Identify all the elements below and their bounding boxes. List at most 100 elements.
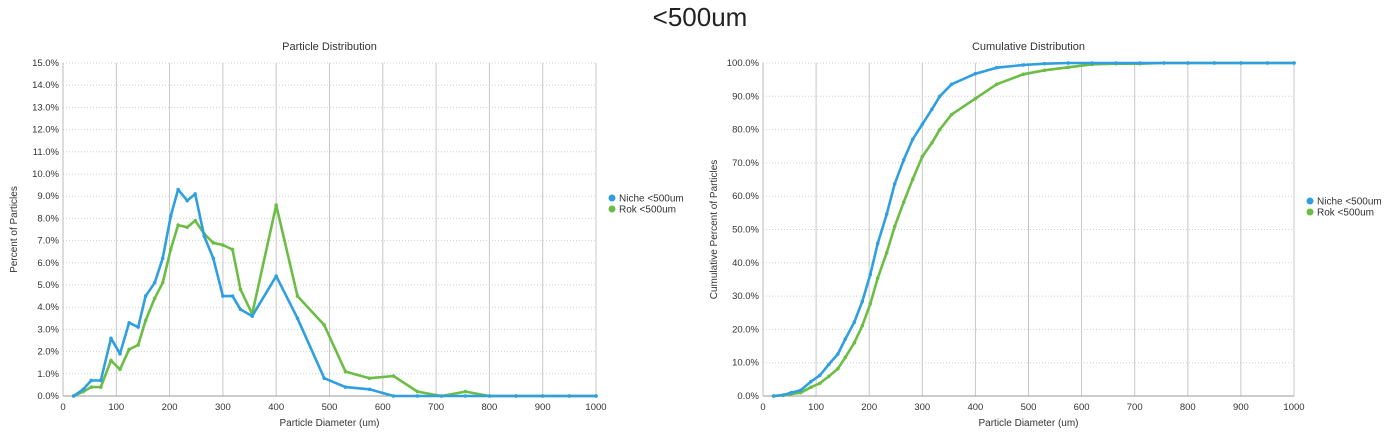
data-point-niche-500um (160, 256, 165, 261)
data-point-rok-500um (843, 355, 848, 360)
data-point-rok-500um (884, 251, 889, 255)
x-tick-label: 600 (1074, 402, 1090, 413)
data-point-rok-500um (818, 381, 822, 386)
x-tick-label: 800 (481, 402, 497, 413)
data-point-rok-500um (160, 280, 165, 285)
data-point-niche-500um (109, 336, 113, 341)
data-point-rok-500um (1066, 65, 1071, 70)
data-point-niche-500um (843, 337, 848, 341)
data-point-niche-500um (487, 394, 492, 398)
data-point-niche-500um (973, 71, 978, 76)
data-point-rok-500um (211, 241, 216, 245)
y-tick-label: 70.0% (732, 158, 759, 169)
data-point-niche-500um (143, 294, 148, 298)
data-point-niche-500um (771, 394, 776, 398)
y-tick-label: 10.0% (732, 358, 759, 369)
data-point-niche-500um (127, 320, 131, 325)
y-tick-label: 10.0% (32, 169, 59, 180)
data-point-rok-500um (109, 358, 113, 363)
data-point-rok-500um (99, 385, 103, 389)
data-point-niche-500um (868, 272, 873, 277)
data-point-rok-500um (136, 343, 140, 347)
data-point-rok-500um (322, 323, 326, 327)
data-point-niche-500um (1042, 61, 1047, 66)
data-point-rok-500um (152, 296, 157, 301)
legend-marker-niche-500um (1306, 197, 1314, 205)
data-point-niche-500um (892, 182, 897, 186)
data-point-niche-500um (930, 107, 934, 112)
data-point-niche-500um (238, 307, 243, 312)
data-point-rok-500um (238, 287, 243, 292)
data-point-niche-500um (1066, 61, 1071, 65)
data-point-niche-500um (89, 378, 94, 383)
x-tick-label: 500 (322, 402, 338, 413)
data-point-niche-500um (230, 294, 235, 298)
data-point-rok-500um (930, 141, 934, 145)
y-tick-label: 90.0% (732, 91, 759, 102)
data-point-rok-500um (920, 154, 925, 159)
data-point-rok-500um (185, 225, 189, 230)
y-tick-label: 14.0% (32, 80, 59, 91)
x-tick-label: 400 (268, 402, 284, 413)
data-point-rok-500um (168, 247, 173, 252)
y-tick-label: 5.0% (37, 280, 59, 291)
data-point-niche-500um (439, 394, 444, 398)
data-point-niche-500um (875, 241, 880, 246)
x-tick-label: 900 (1233, 402, 1249, 413)
cumulative-distribution-chart: Cumulative Distribution 0.0% 10.0% 20.0% 30.… (709, 41, 1382, 429)
data-point-niche-500um (99, 378, 103, 383)
data-point-niche-500um (1265, 61, 1270, 65)
data-point-niche-500um (818, 373, 822, 378)
y-tick-label: 30.0% (732, 291, 759, 302)
legend-marker-rok-500um (608, 205, 616, 213)
legend-marker-rok-500um (1306, 208, 1314, 216)
data-point-niche-500um (343, 385, 348, 389)
x-tick-label: 0 (760, 402, 765, 413)
data-point-rok-500um (852, 340, 857, 345)
data-point-rok-500um (808, 385, 813, 390)
data-point-rok-500um (938, 127, 942, 132)
data-point-niche-500um (789, 390, 793, 395)
data-point-rok-500um (230, 247, 235, 252)
data-point-niche-500um (176, 187, 180, 192)
data-point-niche-500um (901, 158, 906, 162)
data-point-niche-500um (391, 394, 396, 398)
data-point-niche-500um (836, 352, 840, 356)
data-point-niche-500um (274, 274, 279, 278)
legend-label-niche-500um: Niche <500um (1317, 197, 1382, 208)
y-tick-label: 11.0% (33, 147, 60, 158)
data-point-rok-500um (118, 367, 122, 372)
y-tick-label: 0.0% (37, 391, 59, 402)
legend-label-niche-500um: Niche <500um (619, 194, 684, 205)
data-point-niche-500um (938, 94, 942, 99)
data-point-niche-500um (514, 394, 518, 398)
data-point-niche-500um (852, 320, 857, 324)
data-point-niche-500um (185, 198, 189, 203)
y-tick-label: 2.0% (37, 347, 59, 358)
data-point-rok-500um (295, 294, 300, 298)
x-tick-label: 500 (1021, 402, 1037, 413)
x-tick-label: 1000 (1283, 402, 1304, 413)
data-point-rok-500um (901, 200, 906, 204)
data-point-niche-500um (367, 387, 372, 392)
y-tick-label: 60.0% (732, 191, 759, 202)
y-tick-label: 80.0% (732, 125, 759, 136)
data-point-niche-500um (322, 376, 326, 381)
data-point-niche-500um (1292, 61, 1296, 65)
data-point-rok-500um (827, 374, 831, 379)
x-tick-label: 400 (967, 402, 983, 413)
data-point-niche-500um (567, 394, 572, 398)
y-tick-label: 9.0% (37, 191, 59, 202)
data-point-rok-500um (860, 323, 865, 328)
legend-marker-niche-500um (608, 194, 616, 202)
data-point-niche-500um (136, 325, 140, 329)
page-title: <500um (652, 2, 748, 32)
y-tick-label: 40.0% (732, 258, 759, 269)
y-tick-label: 1.0% (37, 369, 59, 380)
data-point-niche-500um (798, 388, 803, 393)
data-point-rok-500um (391, 374, 396, 378)
data-point-rok-500um (868, 301, 873, 306)
data-point-rok-500um (367, 376, 372, 381)
x-tick-label: 300 (914, 402, 930, 413)
data-point-rok-500um (415, 389, 420, 394)
